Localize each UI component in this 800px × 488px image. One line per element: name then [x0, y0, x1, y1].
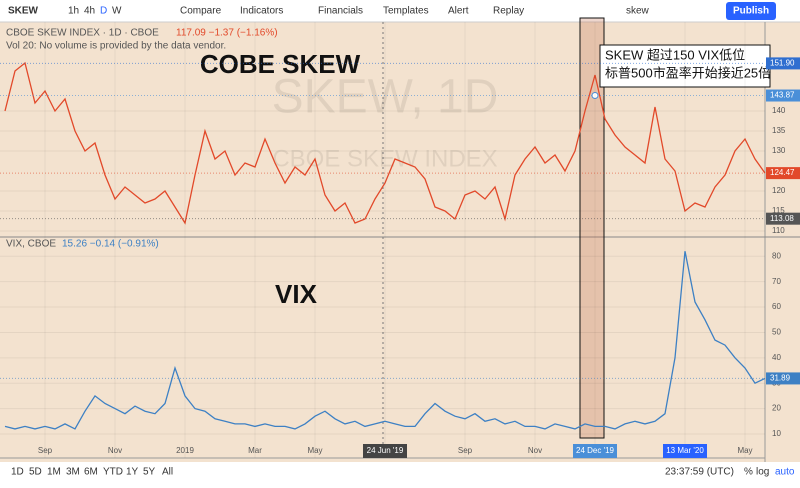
- y-tick-label: 140: [772, 106, 786, 115]
- range[interactable]: 3M: [66, 467, 80, 478]
- y-tick-label: 20: [772, 404, 781, 413]
- interval[interactable]: D: [100, 6, 107, 17]
- price-tag-label: 151.90: [770, 59, 795, 68]
- y-tick-label: 50: [772, 328, 781, 337]
- publish-button[interactable]: [726, 2, 776, 20]
- x-tick-label: 13 Mar '20: [666, 446, 704, 455]
- callout-text: SKEW 超过150 VIX低位: [605, 47, 745, 62]
- range[interactable]: 5D: [29, 467, 42, 478]
- y-tick-label: 10: [772, 429, 781, 438]
- interval[interactable]: W: [112, 6, 122, 17]
- auto-toggle[interactable]: auto: [775, 467, 795, 478]
- log-toggle[interactable]: log: [756, 467, 769, 478]
- y-tick-label: 70: [772, 277, 781, 286]
- symbol[interactable]: SKEW: [8, 6, 39, 17]
- watermark: SKEW, 1D: [272, 71, 499, 124]
- pane-title: VIX: [275, 279, 318, 309]
- price-tag: [766, 167, 800, 180]
- x-tick-label: Nov: [108, 446, 122, 455]
- legend: VIX, CBOE: [6, 239, 56, 250]
- y-tick-label: 135: [772, 126, 786, 135]
- x-tick-label: Mar: [248, 446, 262, 455]
- x-tick-label: Nov: [528, 446, 542, 455]
- price-tag: [766, 89, 800, 102]
- templates[interactable]: Templates: [383, 6, 429, 17]
- data-line: [4, 251, 766, 430]
- y-tick-label: 80: [772, 251, 781, 260]
- x-tick-label: 24 Jun '19: [367, 446, 404, 455]
- range[interactable]: All: [162, 467, 173, 478]
- range[interactable]: YTD: [103, 467, 123, 478]
- y-tick-label: 110: [772, 226, 785, 235]
- price-tag: [766, 212, 800, 225]
- price-tag-label: 143.87: [770, 91, 795, 100]
- indicators[interactable]: Indicators: [240, 6, 283, 17]
- price-tag: [766, 57, 800, 70]
- y-tick-label: 130: [772, 146, 786, 155]
- range[interactable]: 6M: [84, 467, 98, 478]
- replay[interactable]: Replay: [493, 6, 524, 17]
- crosshair-marker: [591, 92, 599, 100]
- x-tick-label: May: [737, 446, 752, 455]
- compare[interactable]: Compare: [180, 6, 222, 17]
- clock: 23:37:59 (UTC): [665, 467, 734, 478]
- y-tick-label: 120: [772, 186, 786, 195]
- x-tick-label: May: [307, 446, 322, 455]
- x-label-box: [363, 444, 407, 458]
- y-tick-label: 40: [772, 353, 781, 362]
- callout-text: 标普500市盈率开始接近25倍: [605, 65, 771, 80]
- price-tag: [766, 372, 800, 385]
- quote: 117.09 −1.37 (−1.16%): [176, 28, 278, 39]
- y-tick-label: 115: [772, 206, 785, 215]
- x-label-box: [573, 444, 617, 458]
- x-tick-label: Sep: [38, 446, 53, 455]
- bottom-bar: [0, 462, 800, 483]
- layout-name[interactable]: skew: [626, 6, 650, 17]
- x-tick-label: Sep: [458, 446, 473, 455]
- volume-note: Vol 20: No volume is provided by the dat…: [6, 41, 226, 52]
- legend: CBOE SKEW INDEX · 1D · CBOE: [6, 28, 159, 39]
- financials[interactable]: Financials: [318, 6, 363, 17]
- price-tag-label: 124.47: [770, 168, 795, 177]
- price-tag-label: 31.89: [770, 374, 791, 383]
- alert[interactable]: Alert: [448, 6, 469, 17]
- publish-label[interactable]: Publish: [733, 6, 769, 17]
- price-tag-label: 113.08: [770, 214, 794, 223]
- quote: 15.26 −0.14 (−0.91%): [62, 239, 159, 250]
- interval[interactable]: 4h: [84, 6, 95, 17]
- percent-toggle[interactable]: %: [744, 467, 753, 478]
- range[interactable]: 1M: [47, 467, 61, 478]
- data-line: [4, 61, 766, 225]
- x-tick-label: 2019: [176, 446, 194, 455]
- callout: [599, 44, 771, 88]
- range[interactable]: 1Y: [126, 467, 139, 478]
- toolbar: [0, 0, 800, 22]
- y-tick-label: 60: [772, 302, 781, 311]
- range[interactable]: 5Y: [143, 467, 156, 478]
- range[interactable]: 1D: [11, 467, 24, 478]
- x-tick-label: 24 Dec '19: [576, 446, 615, 455]
- interval[interactable]: 1h: [68, 6, 79, 17]
- x-label-box: [663, 444, 707, 458]
